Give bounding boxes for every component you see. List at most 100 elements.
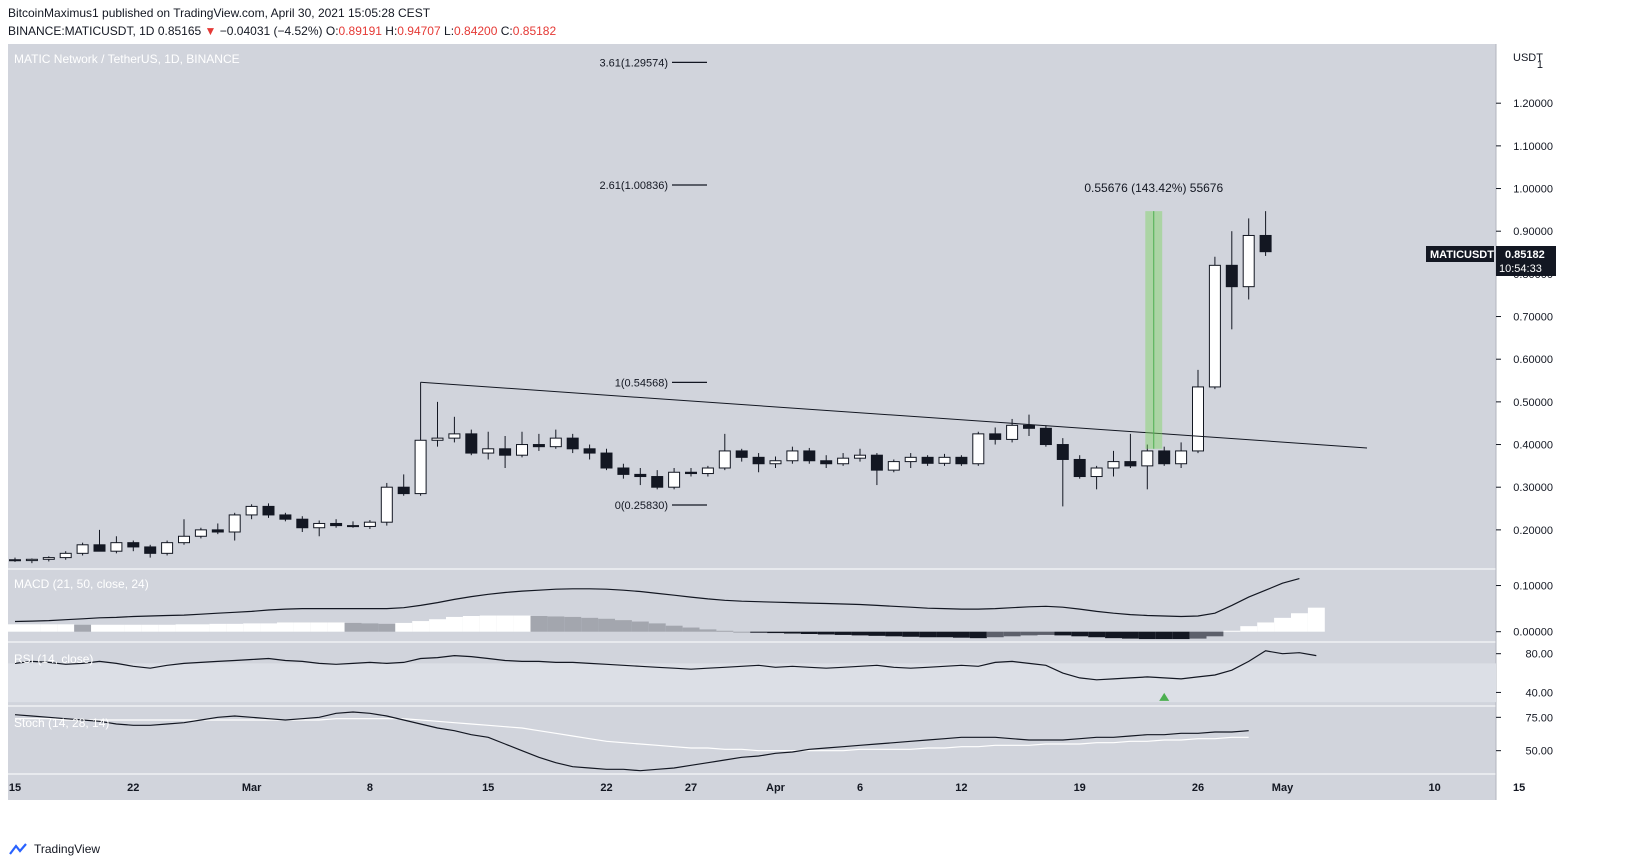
rsi-tick-label: 40.00 [1525, 687, 1553, 699]
candle-body-down [921, 456, 934, 464]
time-tick-label: Apr [766, 782, 786, 794]
last-price: 0.85165 [157, 24, 202, 38]
low-label: L: [444, 24, 455, 38]
candle [347, 521, 359, 528]
chart-canvas[interactable]: 3.61(1.29574) 2.61(1.00836) 1(0.54568) 0(0.… [0, 44, 1627, 834]
candle [1259, 211, 1272, 256]
candle [76, 542, 89, 556]
pane-separators [8, 44, 1497, 800]
macd-hist-bar [175, 624, 193, 632]
candle [397, 474, 410, 496]
stoch-label: Stoch (14, 28, 14) [14, 716, 109, 730]
macd-hist-bar [716, 630, 734, 632]
candle-body-up [701, 467, 714, 475]
candle-body-down [1124, 461, 1137, 467]
candle-body-up [194, 529, 207, 537]
macd-hist-bar [462, 616, 480, 632]
price-axis-background [1496, 44, 1627, 834]
candle [651, 470, 664, 490]
candle-body-down [347, 525, 359, 528]
macd-hist-bar [1088, 631, 1106, 638]
macd-hist-bar [344, 622, 362, 632]
macd-hist-bar [513, 615, 531, 632]
candle [516, 431, 528, 458]
candle-body-down [600, 452, 613, 469]
candle [482, 431, 495, 460]
candle [870, 453, 883, 486]
candle-body-down [262, 505, 275, 516]
candle-body-down [330, 522, 343, 527]
candle [363, 520, 376, 530]
candle-body-up [363, 521, 376, 527]
price-tick-label: 0.90000 [1513, 226, 1553, 238]
candle-body-up [972, 433, 985, 465]
candle-body-down [617, 467, 630, 475]
fib-level-label: 2.61(1.00836) [600, 180, 669, 192]
candle [583, 444, 596, 460]
price-tick-label: 0.40000 [1513, 440, 1553, 452]
symbol-label: BINANCE:MATICUSDT, 1D [8, 24, 155, 38]
time-tick-label: 22 [600, 782, 612, 794]
candle [1175, 442, 1188, 468]
macd-hist-bar [226, 623, 244, 632]
candle-body-down [9, 559, 21, 562]
candle-body-down [1225, 264, 1238, 288]
candle-body-up [1141, 450, 1154, 467]
candle-body-down [651, 476, 664, 488]
candle [955, 455, 968, 466]
macd-hist-bar [530, 616, 548, 632]
time-tick-label: 8 [367, 782, 373, 794]
last-price-value: 0.85182 [1505, 249, 1545, 261]
candle [1141, 444, 1154, 490]
candle-body-up [42, 557, 55, 560]
candle-body-down [211, 529, 224, 533]
time-tick-label: 10 [1428, 782, 1440, 794]
candle-body-up [668, 471, 681, 488]
candle [887, 459, 900, 473]
fib-level-label: 0(0.25830) [615, 500, 668, 512]
candle-body-up [938, 456, 951, 464]
candle [144, 544, 157, 558]
indicator-lines [14, 578, 1317, 772]
candle-body-up [786, 450, 799, 462]
high-label: H: [385, 24, 398, 38]
rsi-signal-triangle-icon [1159, 692, 1170, 701]
candle [1208, 256, 1221, 390]
candle [245, 504, 258, 520]
candle-body-up [1006, 424, 1019, 440]
macd-hist-bar [1138, 631, 1156, 640]
last-price-symbol-box [1426, 246, 1494, 262]
candle [904, 453, 917, 468]
candle-body-up [1090, 467, 1103, 478]
macd-hist-bar [1020, 631, 1038, 636]
macd-hist-bar [40, 624, 58, 632]
candle [600, 448, 613, 471]
macd-hist-bar [885, 631, 903, 637]
candle-body-down [296, 518, 309, 529]
candle [279, 512, 292, 522]
time-tick-label: 15 [1513, 782, 1525, 794]
macd-hist-bar [1257, 622, 1275, 632]
candle-body-up [110, 542, 123, 552]
candle-body-down [1158, 450, 1171, 465]
candle [701, 465, 714, 477]
macd-hist-bar [1071, 631, 1089, 637]
candle [127, 540, 140, 552]
candle [25, 558, 38, 564]
macd-hist-bar [784, 631, 801, 634]
candle-body-up [854, 454, 866, 459]
macd-hist-bar [243, 623, 261, 632]
stoch-tick-label: 50.00 [1525, 746, 1553, 758]
macd-hist-bar [1172, 631, 1190, 640]
candle [42, 556, 55, 562]
candle [110, 536, 123, 554]
chart-header: BitcoinMaximus1 published on TradingView… [0, 0, 1627, 44]
macd-hist-bar [1274, 617, 1291, 632]
open-label: O: [325, 24, 339, 38]
macd-hist-bar [1307, 607, 1325, 632]
trendline [420, 381, 1368, 449]
candle-body-up [904, 456, 917, 463]
candle-body-up [161, 542, 174, 554]
macd-hist-bar [986, 631, 1004, 638]
macd-hist-bar [750, 631, 768, 633]
